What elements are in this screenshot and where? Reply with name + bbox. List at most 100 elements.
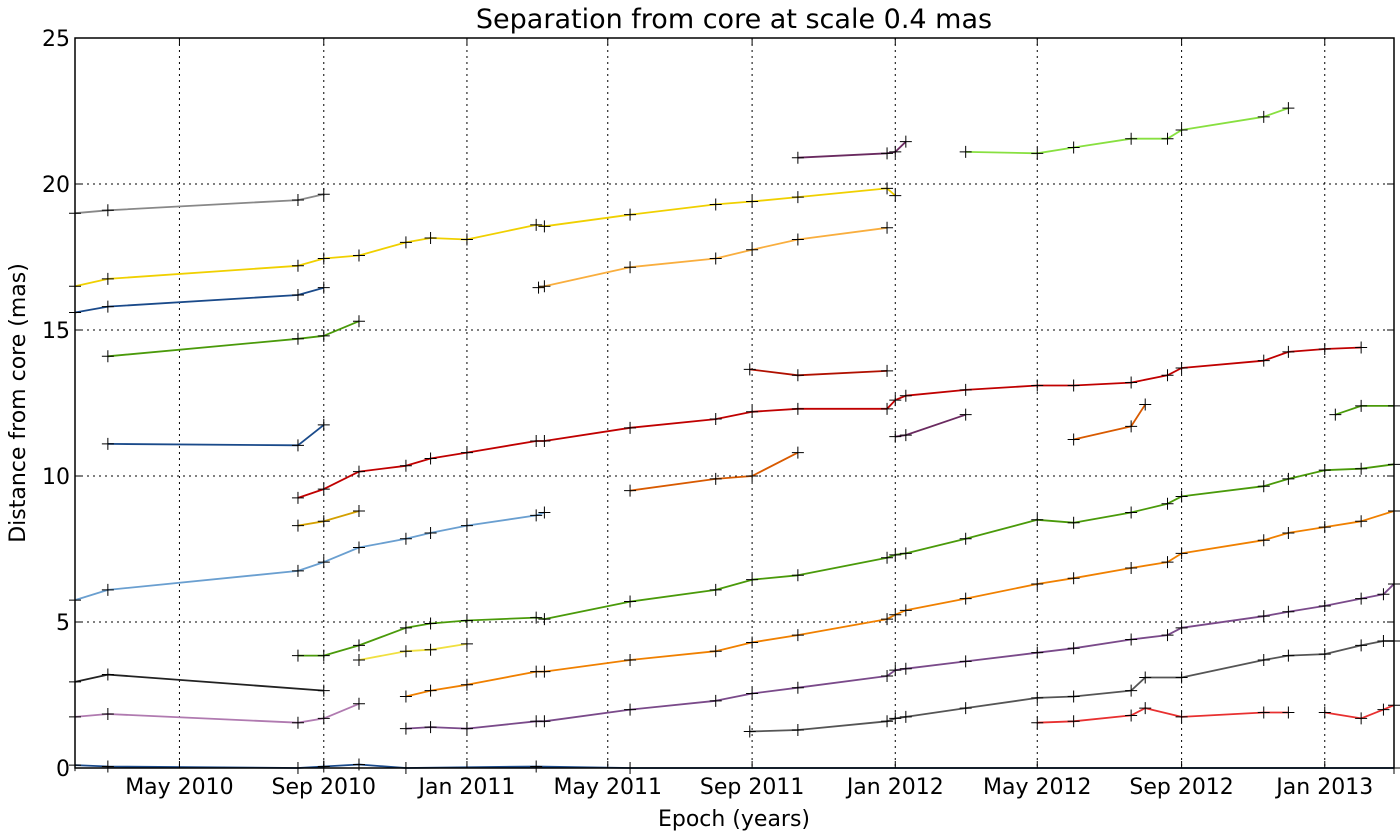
series-line-9 xyxy=(74,511,545,601)
data-point-marker xyxy=(291,491,304,504)
data-point-marker xyxy=(101,204,114,217)
data-point-marker xyxy=(1257,354,1270,367)
data-point-marker xyxy=(399,645,412,658)
data-point-marker xyxy=(424,643,437,656)
data-point-marker xyxy=(624,703,637,716)
x-tick-label: Sep 2011 xyxy=(700,775,804,800)
data-point-marker xyxy=(291,194,304,207)
y-tick-label: 0 xyxy=(56,757,70,782)
data-point-marker xyxy=(460,446,473,459)
data-point-marker xyxy=(1318,599,1331,612)
series-line-11 xyxy=(1073,404,1146,441)
data-point-marker xyxy=(791,191,804,204)
series-line-7 xyxy=(749,368,888,377)
data-point-marker xyxy=(352,465,365,478)
data-point-marker xyxy=(881,670,894,683)
data-point-marker xyxy=(1282,345,1295,358)
data-point-marker xyxy=(1031,716,1044,729)
data-point-marker xyxy=(538,434,551,447)
data-point-marker xyxy=(317,712,330,725)
data-point-marker xyxy=(101,272,114,285)
y-tick-label: 5 xyxy=(56,611,70,636)
data-point-marker xyxy=(1318,521,1331,534)
data-point-marker xyxy=(317,556,330,569)
x-tick-label: May 2010 xyxy=(125,775,233,800)
data-point-marker xyxy=(352,315,365,328)
data-point-marker xyxy=(959,145,972,158)
data-point-marker xyxy=(624,261,637,274)
data-point-marker xyxy=(101,760,114,773)
data-point-marker xyxy=(317,252,330,265)
data-point-marker xyxy=(317,483,330,496)
data-point-marker xyxy=(291,439,304,452)
data-point-marker xyxy=(889,712,902,725)
plot-frame xyxy=(74,37,1395,769)
data-point-marker xyxy=(1257,110,1270,123)
data-point-marker xyxy=(530,509,543,522)
data-point-marker xyxy=(460,519,473,532)
data-point-marker xyxy=(1355,462,1368,475)
data-point-marker xyxy=(1067,379,1080,392)
data-point-marker xyxy=(1161,556,1174,569)
y-tick-label: 15 xyxy=(42,319,70,344)
data-point-marker xyxy=(424,684,437,697)
data-point-marker xyxy=(1067,715,1080,728)
data-point-marker xyxy=(709,472,722,485)
data-point-marker xyxy=(424,721,437,734)
data-point-marker xyxy=(399,532,412,545)
data-point-marker xyxy=(538,665,551,678)
data-point-marker xyxy=(624,484,637,497)
data-point-marker xyxy=(101,350,114,363)
data-point-marker xyxy=(791,446,804,459)
data-point-marker xyxy=(1318,648,1331,661)
data-point-marker xyxy=(709,198,722,211)
data-point-marker xyxy=(746,636,759,649)
data-point-marker xyxy=(1161,369,1174,382)
x-tick-label: Jan 2013 xyxy=(1274,775,1373,800)
data-point-marker xyxy=(352,697,365,710)
data-point-marker xyxy=(959,383,972,396)
data-point-marker xyxy=(1139,671,1152,684)
data-point-marker xyxy=(291,259,304,272)
data-point-marker xyxy=(791,369,804,382)
data-point-marker xyxy=(1031,646,1044,659)
data-point-marker xyxy=(101,300,114,313)
data-point-marker xyxy=(460,233,473,246)
data-point-marker xyxy=(899,604,912,617)
data-point-marker xyxy=(1355,341,1368,354)
series-layer xyxy=(74,107,1395,769)
data-point-marker xyxy=(538,715,551,728)
data-point-marker xyxy=(1175,621,1188,634)
series-line-10 xyxy=(629,451,799,492)
y-tick-label: 10 xyxy=(42,465,70,490)
data-point-marker xyxy=(424,526,437,539)
data-point-marker xyxy=(352,249,365,262)
data-point-marker xyxy=(1355,592,1368,605)
data-point-marker xyxy=(317,684,330,697)
series-line-8 xyxy=(297,510,360,527)
data-point-marker xyxy=(791,402,804,415)
data-point-marker xyxy=(959,532,972,545)
data-point-marker xyxy=(899,389,912,402)
data-point-marker xyxy=(1377,634,1390,647)
series-line-21 xyxy=(405,583,1395,730)
data-point-marker xyxy=(1175,671,1188,684)
data-point-marker xyxy=(1161,497,1174,510)
series-line-15 xyxy=(1335,404,1394,416)
data-point-marker xyxy=(709,694,722,707)
data-point-marker xyxy=(899,135,912,148)
data-point-marker xyxy=(317,418,330,431)
data-point-marker xyxy=(530,611,543,624)
data-point-marker xyxy=(1067,642,1080,655)
data-point-marker xyxy=(530,760,543,773)
data-point-marker xyxy=(709,645,722,658)
data-point-marker xyxy=(889,189,902,202)
x-axis-title: Epoch (years) xyxy=(658,807,810,832)
data-point-marker xyxy=(881,221,894,234)
data-point-marker xyxy=(460,722,473,735)
data-point-marker xyxy=(746,573,759,586)
data-point-marker xyxy=(317,281,330,294)
y-tick-label: 25 xyxy=(42,27,70,52)
data-point-marker xyxy=(791,151,804,164)
data-point-marker xyxy=(746,687,759,700)
